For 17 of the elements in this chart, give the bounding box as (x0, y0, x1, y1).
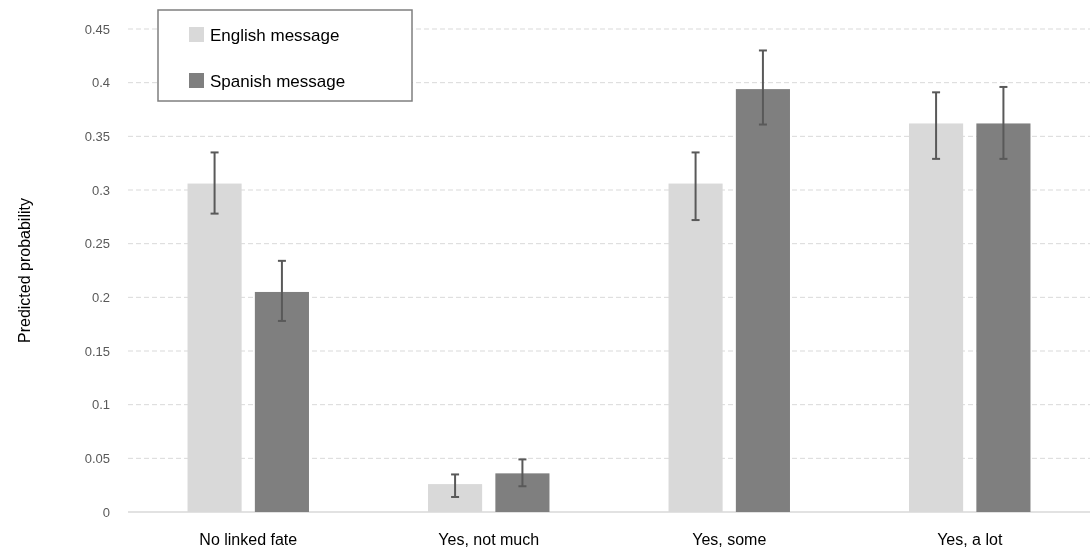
y-tick-label: 0.1 (91, 397, 110, 413)
y-tick-label: 0.3 (91, 182, 110, 198)
y-tick-label: 0.2 (91, 289, 110, 305)
x-tick-label: Yes, a lot (937, 531, 1003, 548)
y-axis-title: Predicted probability (16, 198, 33, 343)
y-tick-label: 0 (102, 504, 110, 520)
y-tick-label: 0.25 (84, 236, 110, 252)
x-tick-label: No linked fate (199, 531, 298, 548)
y-tick-label: 0.05 (84, 450, 110, 466)
legend-label: English message (210, 25, 340, 45)
y-tick-label: 0.4 (91, 75, 110, 91)
x-tick-label: Yes, some (692, 531, 767, 548)
y-tick-label: 0.45 (84, 21, 110, 37)
legend-label: Spanish message (210, 71, 346, 91)
x-tick-label: Yes, not much (438, 531, 540, 548)
y-tick-label: 0.35 (84, 128, 110, 144)
y-tick-label: 0.15 (84, 343, 110, 359)
